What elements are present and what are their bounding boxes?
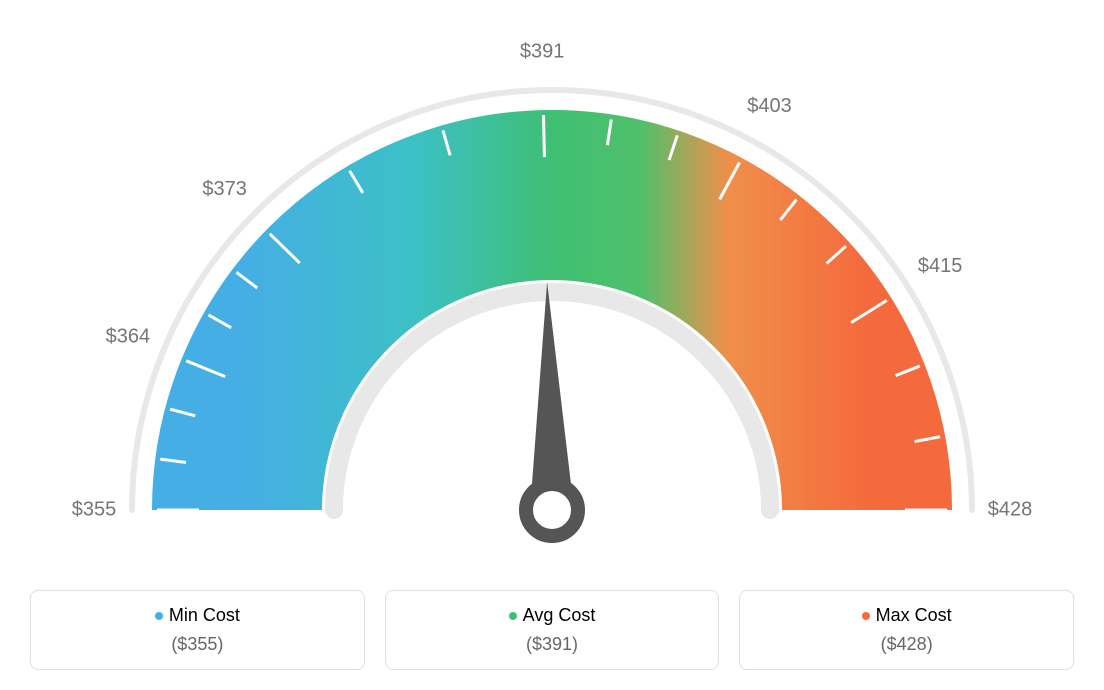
legend-max-label: Max Cost — [876, 605, 952, 625]
legend-avg-title: Avg Cost — [396, 605, 709, 626]
gauge-tick-label: $428 — [988, 498, 1033, 520]
legend-card-avg: Avg Cost ($391) — [385, 590, 720, 670]
dot-icon — [155, 612, 163, 620]
gauge-needle — [530, 282, 574, 510]
legend-card-max: Max Cost ($428) — [739, 590, 1074, 670]
legend-avg-label: Avg Cost — [523, 605, 596, 625]
legend-row: Min Cost ($355) Avg Cost ($391) Max Cost… — [0, 590, 1104, 670]
legend-avg-value: ($391) — [396, 634, 709, 655]
cost-gauge-widget: $355 $364 $373 $391 $403 $415 $428 Min Cost ($… — [0, 0, 1104, 690]
gauge-tick-label: $355 — [72, 498, 117, 520]
dot-icon — [862, 612, 870, 620]
legend-max-value: ($428) — [750, 634, 1063, 655]
legend-max-title: Max Cost — [750, 605, 1063, 626]
gauge-tick-label: $403 — [747, 95, 792, 117]
gauge-chart: $355 $364 $373 $391 $403 $415 $428 — [0, 0, 1104, 560]
legend-min-title: Min Cost — [41, 605, 354, 626]
legend-card-min: Min Cost ($355) — [30, 590, 365, 670]
gauge-tick-label: $415 — [918, 255, 963, 277]
legend-min-value: ($355) — [41, 634, 354, 655]
gauge-tick-label: $391 — [520, 40, 565, 62]
dot-icon — [509, 612, 517, 620]
legend-min-label: Min Cost — [169, 605, 240, 625]
gauge-tick-label: $364 — [106, 325, 151, 347]
gauge-tick-label: $373 — [202, 178, 247, 200]
